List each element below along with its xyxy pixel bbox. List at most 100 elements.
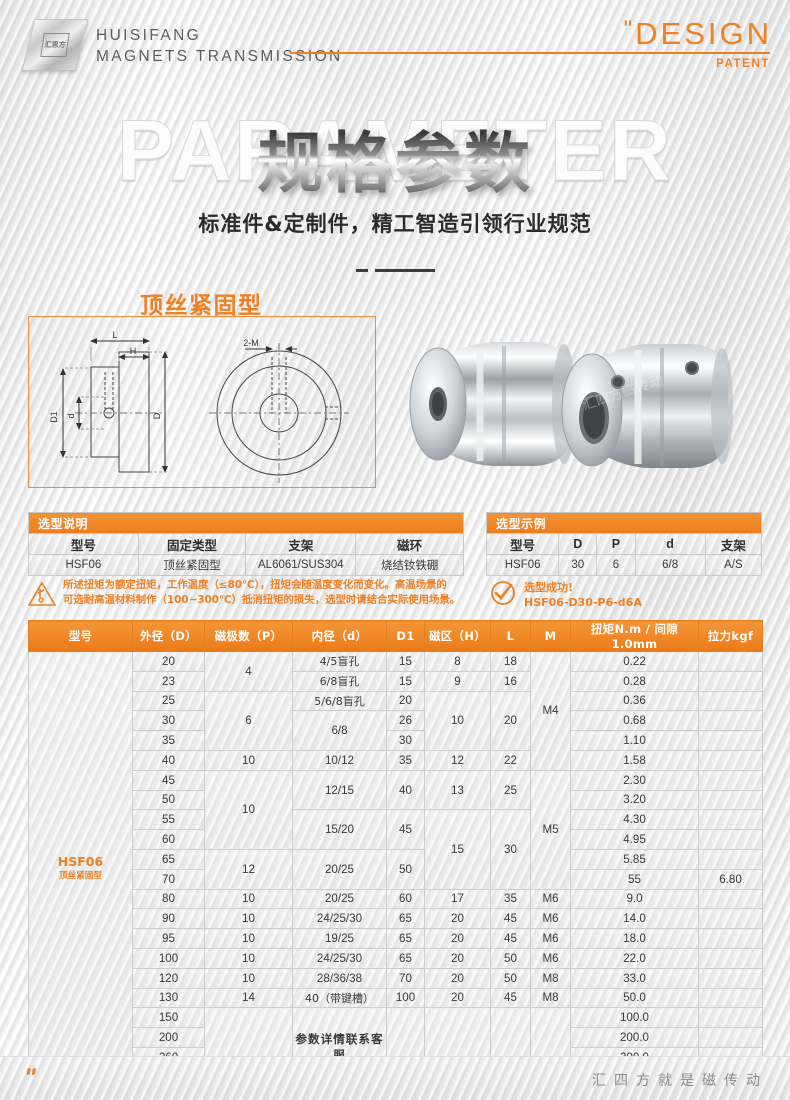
cell-outer-diameter: 45 [132,769,205,791]
spec-value-3: 烧结钕铁硼 [355,554,464,576]
cell-torque: 9.0 [570,888,699,910]
cell-inner-diameter: 5/6/8盲孔 [292,690,387,712]
cell-pole-count: 12 [204,848,293,890]
cell-outer-diameter: 95 [132,928,205,949]
cell-outer-diameter: 50 [132,789,205,811]
example-header-4: 支架 [704,533,763,555]
cell-torque: 1.10 [570,730,699,751]
cell-pull-force [698,809,763,831]
cell-torque: 14.0 [570,908,699,930]
cell-length: 45 [490,987,531,1009]
example-value-4: A/S [704,554,763,576]
cell-magnet-zone: 12 [424,749,491,771]
cell-pole-count: 10 [204,967,293,989]
cell-outer-diameter: 120 [132,967,205,989]
cell-inner-diameter: 19/25 [292,928,387,949]
spec-header-0: 型号 [28,533,139,555]
page-header: 汇思方 HUISIFANG MAGNETS TRANSMISSION "DESI… [0,0,790,92]
page-subtitle: 标准件&定制件，精工智造引领行业规范 [198,212,592,236]
table-row: 95 10 19/25 65 20 45 M6 18.0 [29,928,763,949]
product-photo-right [561,344,733,468]
cell-thread: M8 [530,987,571,1009]
col-header-inner-d: 内径（d） [292,620,387,652]
cell-inner-diameter: 15/20 [292,809,387,850]
table-row: 80 10 20/25 60 17 35 M6 9.0 [29,888,763,910]
table-row: HSF06 30 6 6/8 A/S [485,554,763,576]
brand-name: HUISIFANG MAGNETS TRANSMISSION [96,25,343,67]
cell-torque: 6.80 [698,868,763,890]
cell-pull-force [698,670,763,692]
success-line-1: 选型成功! [524,581,574,594]
cell-magnet-zone: 13 [424,769,491,811]
cell-inner-diameter: 24/25/30 [292,947,387,969]
col-header-poles-p: 磁极数（P） [204,620,293,652]
cell-torque: 18.0 [570,928,699,949]
cell-d1: 15 [386,651,425,672]
technical-drawing: L H D1 d D 2-M [28,316,376,488]
example-header-1: D [558,533,598,555]
cell-outer-diameter: 23 [132,670,205,692]
cell-length: 50 [490,967,531,989]
col-header-outer-d: 外径（D） [132,620,205,652]
cell-inner-diameter: 20/25 [292,848,387,890]
cell-magnet-zone: 20 [424,908,491,930]
spec-header-2: 支架 [245,533,357,555]
cell-inner-diameter: 24/25/30 [292,908,387,930]
ghost-title: PARAMETER [0,102,790,201]
success-note: 选型成功! HSF06-D30-P6-d6A [490,580,770,611]
dim-label-2M: 2-M [243,338,259,348]
cell-length: 16 [490,670,531,692]
table-row: 30 6/8 26 0.68 [29,710,763,751]
table-row: 35 30 1.10 [29,730,763,751]
cell-inner-diameter: 40（带键槽） [292,987,387,1009]
cell-pull-force [698,947,763,969]
cell-outer-diameter: 150 [132,1007,205,1029]
cell-length: 35 [490,888,531,910]
cell-d1: 20 [386,690,425,712]
cell-pull-force [698,829,763,850]
example-header-2: P [596,533,636,555]
cell-inner-diameter: 28/36/38 [292,967,387,989]
cell-pole-count: 10 [204,888,293,910]
cell-thread: M8 [530,967,571,989]
example-value-3: 6/8 [634,554,706,576]
warning-line-1: 所述扭矩为额定扭矩，工作温度（≤80℃），扭矩会随温度变化而变化。高温场景的 [63,579,447,591]
table-row: 100 10 24/25/30 65 20 50 M6 22.0 [29,947,763,969]
cell-magnet-zone: 15 [424,809,491,890]
cell-pole-count: 10 [204,928,293,949]
cell-pull-force [698,789,763,811]
table-row: 型号 固定类型 支架 磁环 [28,533,464,555]
col-header-m: M [530,620,571,652]
spec-table-title: 选型说明 [28,512,464,534]
design-word: "DESIGN [624,16,772,52]
table-row: 130 14 40（带键槽） 100 20 45 M8 50.0 [29,987,763,1009]
cell-length: 20 [490,690,531,751]
warning-triangle-icon [27,581,57,612]
cell-length: 50 [490,947,531,969]
cell-thread: M6 [530,928,571,949]
spec-description-table: 选型说明 型号 固定类型 支架 磁环 HSF06 顶丝紧固型 AL6061/SU… [28,512,464,576]
brand-line-1: HUISIFANG [96,27,202,44]
table-row: 45 10 12/15 40 13 25 M5 2.30 [29,769,763,890]
drawing-svg: L H D1 d D 2-M [49,330,349,483]
col-header-l: L [490,620,531,652]
table-row: 23 6/8盲孔 15 9 16 0.28 [29,670,763,692]
cell-torque: 3.20 [570,789,699,811]
example-header-0: 型号 [485,533,560,555]
cell-pull-force [698,730,763,751]
cell-torque: 22.0 [570,947,699,969]
cell-d1: 65 [386,947,425,969]
table-row: 90 10 24/25/30 65 20 45 M6 14.0 [29,908,763,930]
cell-torque: 5.85 [570,848,699,870]
example-table-title: 选型示例 [486,512,762,534]
cell-torque: 0.36 [570,690,699,712]
cell-thread: M6 [530,908,571,930]
design-word-text: DESIGN [635,16,772,51]
success-line-2: HSF06-D30-P6-d6A [524,596,642,609]
cell-magnet-zone: 20 [424,967,491,989]
cell-pull-force [698,967,763,989]
spec-value-0: HSF06 [28,554,139,576]
page-title: 规格参数 [0,110,790,206]
table-row: 200 200.0 [29,1027,763,1048]
cell-length: 22 [490,749,531,771]
